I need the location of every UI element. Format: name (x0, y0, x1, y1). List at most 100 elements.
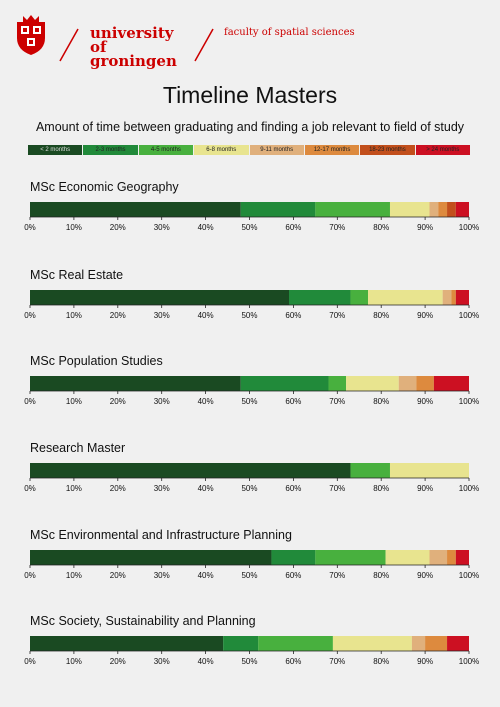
legend-item: < 2 months (28, 145, 84, 155)
bar-segment (442, 290, 452, 305)
chart-title: MSc Population Studies (30, 354, 163, 368)
x-tick-label: 30% (154, 657, 170, 666)
bar-segment (346, 376, 399, 391)
x-tick-label: 10% (66, 311, 82, 320)
x-tick-label: 10% (66, 397, 82, 406)
bar-segment (223, 636, 259, 651)
university-name-line2: groningen (90, 52, 177, 70)
x-tick-label: 10% (66, 571, 82, 580)
stacked-bar-chart: 0% 10% 20% 30% 40% 50% 60% 70% 80% 90% 100% (24, 376, 479, 406)
bar-segment (398, 376, 417, 391)
bar-segment (315, 202, 390, 217)
x-tick-label: 70% (329, 223, 345, 232)
bar-segment (289, 290, 351, 305)
legend-item: 12-17 months (304, 145, 361, 155)
bar-segment (385, 550, 430, 565)
bar-segment (433, 376, 469, 391)
legend-item: 9-11 months (249, 145, 305, 155)
bar-segment (332, 636, 412, 651)
header: university of groningen faculty of spati… (0, 0, 500, 70)
x-tick-label: 70% (329, 571, 345, 580)
chart-title: Research Master (30, 441, 126, 455)
chart-title: MSc Environmental and Infrastructure Pla… (30, 528, 292, 542)
bar-segment (368, 290, 443, 305)
chart-title: MSc Society, Sustainability and Planning (30, 614, 256, 628)
stacked-bar-chart: 0% 10% 20% 30% 40% 50% 60% 70% 80% 90% 100% (24, 202, 479, 232)
stacked-bar-chart: 0% 10% 20% 30% 40% 50% 60% 70% 80% 90% 100% (24, 463, 479, 493)
x-tick-label: 90% (417, 311, 433, 320)
x-tick-label: 30% (154, 484, 170, 493)
bar-segment (258, 636, 333, 651)
x-tick-label: 20% (110, 484, 126, 493)
bar-segment (389, 463, 469, 478)
x-tick-label: 100% (459, 223, 479, 232)
x-tick-label: 30% (154, 311, 170, 320)
stacked-bar-chart: 0% 10% 20% 30% 40% 50% 60% 70% 80% 90% 100% (24, 550, 479, 580)
chart-section: MSc Society, Sustainability and Planning… (0, 614, 500, 674)
chart-title: MSc Real Estate (30, 268, 124, 282)
bar-segment (411, 636, 426, 651)
bar-segment (30, 376, 241, 391)
x-tick-label: 0% (24, 657, 36, 666)
x-tick-label: 60% (285, 223, 301, 232)
chart-section: MSc Economic Geography 0% 10% 20% 30% 40% 50% 6… (0, 180, 500, 240)
x-tick-label: 50% (241, 397, 257, 406)
x-tick-label: 100% (459, 484, 479, 493)
chart-section: MSc Population Studies 0% 10% 20% 30% 40% 50% 6… (0, 354, 500, 414)
university-crest-icon (17, 15, 45, 55)
faculty-name: faculty of spatial sciences (224, 27, 355, 38)
legend-item: 2-3 months (83, 145, 139, 155)
x-tick-label: 0% (24, 571, 36, 580)
x-tick-label: 70% (329, 657, 345, 666)
bar-segment (30, 202, 241, 217)
x-tick-label: 60% (285, 571, 301, 580)
x-tick-label: 20% (110, 311, 126, 320)
x-tick-label: 30% (154, 397, 170, 406)
bar-segment (30, 636, 224, 651)
x-tick-label: 50% (241, 223, 257, 232)
x-tick-label: 40% (198, 657, 214, 666)
x-tick-label: 0% (24, 311, 36, 320)
x-tick-label: 40% (198, 484, 214, 493)
bar-segment (30, 463, 351, 478)
x-tick-label: 50% (241, 311, 257, 320)
chart-section: MSc Environmental and Infrastructure Pla… (0, 528, 500, 588)
bar-segment (30, 290, 290, 305)
x-tick-label: 20% (110, 223, 126, 232)
legend-item: 18-23 months (360, 145, 416, 155)
chart-section: Research Master 0% 10% 20% 30% 40% 50% 60% 70% 80… (0, 441, 500, 501)
x-tick-label: 0% (24, 484, 36, 493)
bar-segment (389, 202, 430, 217)
bar-segment (429, 202, 439, 217)
x-tick-label: 60% (285, 397, 301, 406)
stacked-bar-chart: 0% 10% 20% 30% 40% 50% 60% 70% 80% 90% 100% (24, 636, 479, 666)
bar-segment (240, 376, 329, 391)
x-tick-label: 10% (66, 484, 82, 493)
bar-segment (447, 550, 456, 565)
x-tick-label: 80% (373, 397, 389, 406)
x-tick-label: 60% (285, 311, 301, 320)
university-name-line1: university of (90, 24, 174, 56)
x-tick-label: 80% (373, 311, 389, 320)
stacked-bar-chart: 0% 10% 20% 30% 40% 50% 60% 70% 80% 90% 100% (24, 290, 479, 320)
x-tick-label: 90% (417, 484, 433, 493)
x-tick-label: 20% (110, 657, 126, 666)
legend-item: 6-8 months (194, 145, 250, 155)
x-tick-label: 90% (417, 223, 433, 232)
bar-segment (30, 550, 272, 565)
x-tick-label: 70% (329, 397, 345, 406)
x-tick-label: 90% (417, 571, 433, 580)
x-tick-label: 60% (285, 484, 301, 493)
divider-slash-icon (194, 28, 214, 62)
bar-segment (455, 202, 469, 217)
x-tick-label: 80% (373, 223, 389, 232)
bar-segment (438, 202, 448, 217)
chart-legend: < 2 months 2-3 months 4-5 months 6-8 months… (28, 145, 471, 155)
bar-segment (447, 202, 456, 217)
x-tick-label: 80% (373, 657, 389, 666)
bar-segment (451, 290, 456, 305)
x-tick-label: 90% (417, 657, 433, 666)
x-tick-label: 80% (373, 484, 389, 493)
x-tick-label: 40% (198, 397, 214, 406)
bar-segment (455, 290, 469, 305)
